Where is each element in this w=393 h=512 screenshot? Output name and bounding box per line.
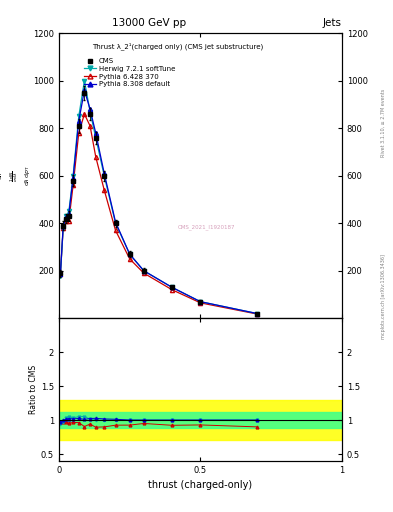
Text: Thrust λ_2¹(charged only) (CMS jet substructure): Thrust λ_2¹(charged only) (CMS jet subst… [92, 42, 263, 50]
Text: mcplots.cern.ch [arXiv:1306.3436]: mcplots.cern.ch [arXiv:1306.3436] [381, 254, 386, 339]
Text: 13000 GeV pp: 13000 GeV pp [112, 18, 186, 28]
Y-axis label: Ratio to CMS: Ratio to CMS [29, 365, 38, 414]
X-axis label: thrust (charged-only): thrust (charged-only) [149, 480, 252, 490]
Text: Rivet 3.1.10, ≥ 2.7M events: Rivet 3.1.10, ≥ 2.7M events [381, 89, 386, 157]
Legend: CMS, Herwig 7.2.1 softTune, Pythia 6.428 370, Pythia 8.308 default: CMS, Herwig 7.2.1 softTune, Pythia 6.428… [82, 57, 177, 89]
Text: CMS_2021_I1920187: CMS_2021_I1920187 [177, 224, 235, 230]
Y-axis label: $\mathrm{d}^2N$
$\mathrm{d}\lambda\,\mathrm{d}p_\mathrm{T}$
$\mathrm{d}\lambda$
: $\mathrm{d}^2N$ $\mathrm{d}\lambda\,\mat… [0, 165, 32, 186]
Text: Jets: Jets [323, 18, 342, 28]
